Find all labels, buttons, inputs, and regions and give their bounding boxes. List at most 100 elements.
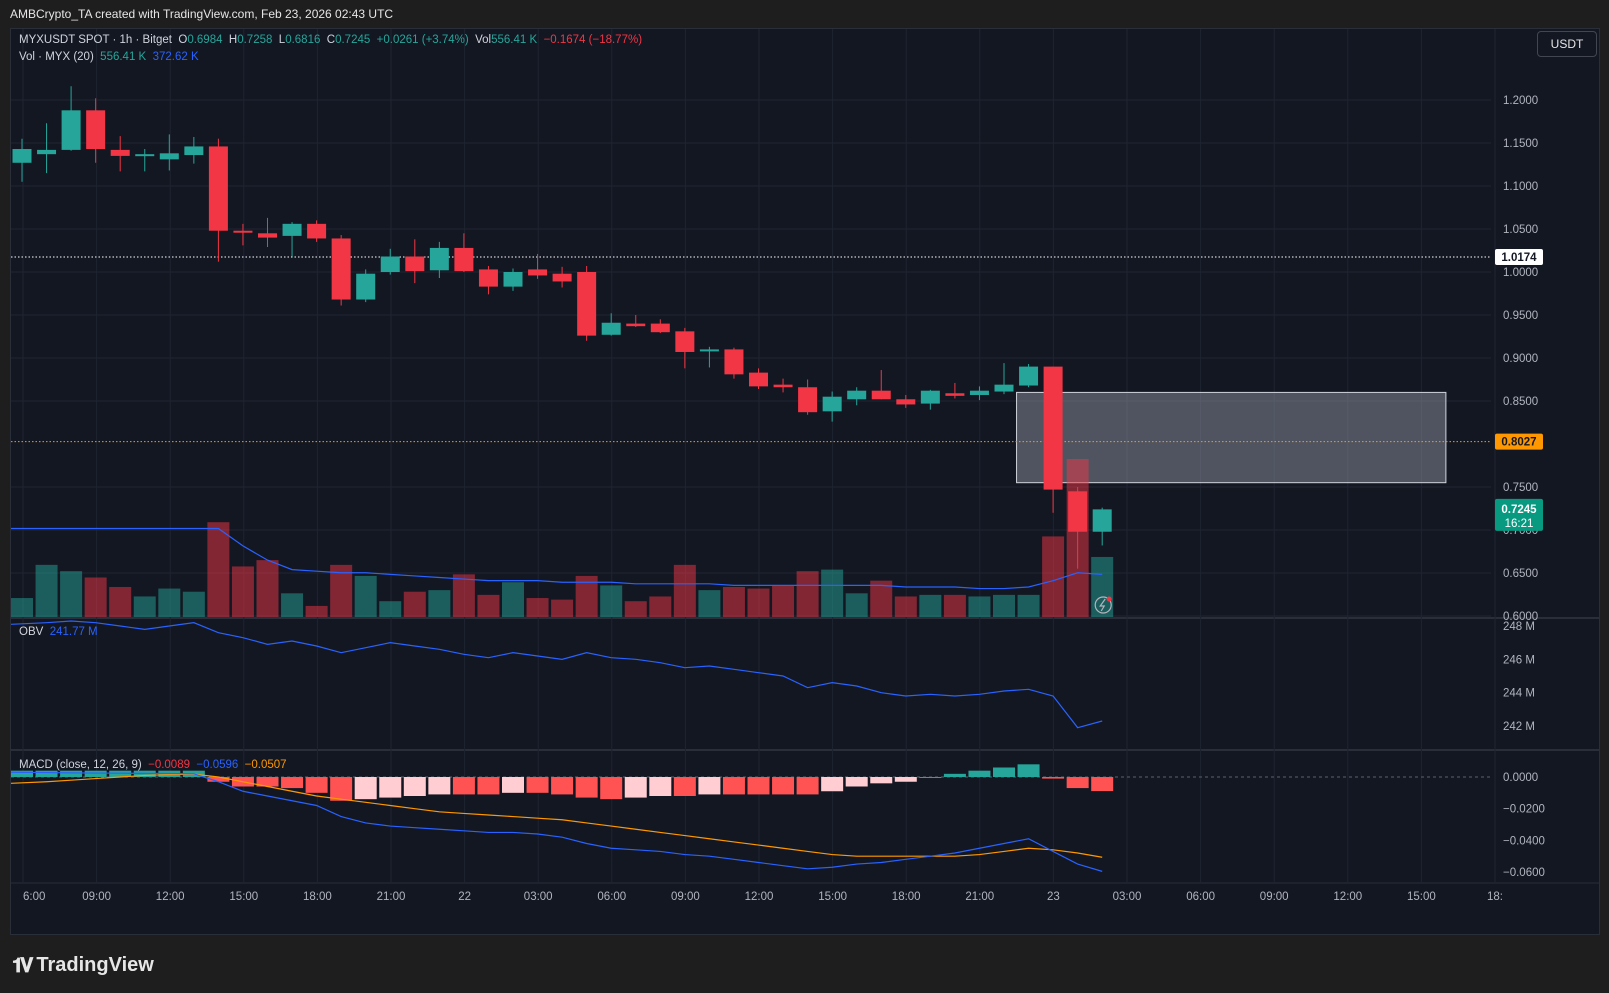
volume-bar	[943, 594, 966, 617]
candle-body	[626, 323, 646, 327]
trading-chart[interactable]: 1.2000 1.1500 1.1000 1.0500 1.0000 0.9500 0.90…	[11, 29, 1599, 934]
price-tag-level-white: 1.0174	[1501, 252, 1537, 264]
volume-ma-line	[11, 527, 1103, 590]
price-axis-label: 1.1500	[1503, 138, 1538, 150]
legend-close: 0.7245	[335, 34, 371, 46]
volume-bar	[722, 586, 745, 617]
currency-button[interactable]: USDT	[1537, 31, 1597, 57]
volume-bar	[452, 574, 475, 617]
volume-bar	[403, 591, 426, 617]
volume-bar	[747, 588, 770, 617]
main-legend: MYXUSDT SPOT · 1h · Bitget O0.6984 H 0.72…	[19, 34, 642, 46]
candle-body	[405, 256, 425, 272]
time-axis-label: 03:00	[1113, 891, 1142, 903]
volume-indicator-name[interactable]: Vol · MYX (20)	[19, 51, 94, 63]
candle-body	[528, 269, 548, 276]
legend-low: 0.6816	[285, 34, 321, 46]
macd-hist-bar	[84, 770, 107, 777]
volume-bar	[305, 605, 328, 617]
candle-body	[773, 384, 793, 388]
time-axis-label: 12:00	[745, 891, 774, 903]
chart-credit: AMBCrypto_TA created with TradingView.co…	[10, 7, 394, 21]
candle-body	[675, 331, 695, 352]
volume-bar	[1042, 536, 1065, 617]
time-axis-label: 03:00	[524, 891, 553, 903]
price-axis-label: 1.0500	[1503, 224, 1538, 236]
legend-o-label: O	[178, 34, 188, 46]
macd-hist-bar	[354, 777, 377, 800]
macd-hist-bar	[452, 777, 475, 795]
obv-axis-label: 248 M	[1503, 621, 1535, 633]
volume-bar	[158, 588, 181, 617]
price-axis-label: 0.6500	[1503, 568, 1538, 580]
candle-body	[208, 146, 228, 231]
volume-bar	[993, 594, 1015, 617]
price-tag-level-orange: 0.8027	[1501, 437, 1536, 449]
candle-body	[552, 273, 572, 282]
obv-value: 241.77 M	[49, 626, 98, 638]
macd-hist-bar	[722, 777, 745, 795]
time-axis-label: 09:00	[1260, 891, 1289, 903]
legend-h-label: H	[228, 34, 238, 46]
macd-hist-bar	[551, 777, 574, 795]
volume-bar	[11, 598, 33, 617]
macd-hist-bar	[281, 777, 304, 789]
tradingview-logo[interactable]: 𝟏𝐕 TradingView	[12, 953, 154, 977]
last-price-tag: 0.7245	[1501, 504, 1537, 516]
obv-name[interactable]: OBV	[19, 626, 44, 638]
macd-hist-bar	[870, 777, 893, 784]
price-axis-label: 0.7500	[1503, 482, 1538, 494]
macd-hist-bar	[1066, 777, 1089, 789]
price-axis-label: 1.1000	[1503, 181, 1538, 193]
macd-hist-bar	[35, 770, 58, 777]
volume-bar	[109, 586, 132, 617]
volume-bar	[502, 582, 524, 617]
candle-body	[822, 396, 842, 412]
volume-bar	[1091, 556, 1114, 617]
volume-bar	[133, 596, 156, 617]
candle-body	[61, 110, 81, 150]
chart-container[interactable]: 1.2000 1.1500 1.1000 1.0500 1.0000 0.9500 0.90…	[10, 28, 1600, 935]
legend-symbol[interactable]: MYXUSDT SPOT · 1h · Bitget	[19, 34, 172, 46]
candle-body	[282, 223, 302, 236]
macd-hist-bar	[649, 777, 672, 796]
macd-hist-bar	[698, 777, 721, 795]
volume-ma-value: 372.62 K	[152, 51, 199, 63]
volume-bar	[575, 575, 598, 617]
candle-body	[110, 149, 130, 156]
price-tag-level-orange-bg	[1495, 433, 1543, 450]
macd-hist-bar	[772, 777, 795, 795]
candle-body	[478, 269, 498, 287]
price-axis-label: 1.0000	[1503, 267, 1538, 279]
macd-hist-bar	[256, 777, 279, 787]
legend-vol: 556.41 K	[491, 34, 538, 46]
tradingview-logo-icon: 𝟏𝐕	[12, 953, 33, 977]
time-axis-label: 06:00	[1186, 891, 1215, 903]
candle-body	[159, 153, 179, 160]
macd-hist-bar	[207, 777, 230, 782]
macd-hist-bar	[526, 777, 549, 793]
volume-value: 556.41 K	[100, 51, 147, 63]
price-tag-level-white-bg	[1495, 249, 1543, 266]
tradingview-wordmark: TradingView	[36, 953, 154, 976]
volume-bar	[207, 522, 230, 617]
volume-bar	[796, 571, 819, 617]
last-price-tag-bg	[1495, 498, 1543, 531]
time-axis-label: 09:00	[671, 891, 700, 903]
price-axis-label: 0.9000	[1503, 353, 1538, 365]
candle-body	[920, 390, 940, 404]
legend-open: 0.6984	[187, 34, 223, 46]
macd-name[interactable]: MACD (close, 12, 26, 9)	[19, 759, 142, 771]
macd-hist-bar	[575, 777, 598, 798]
volume-bar	[84, 577, 107, 617]
volume-bar	[281, 593, 304, 617]
candle-body	[749, 372, 768, 387]
macd-line	[11, 771, 1103, 872]
macd-hist-bar	[1042, 777, 1065, 779]
macd-signal-line	[11, 773, 1103, 858]
volume-bar	[821, 569, 844, 617]
volume-bar	[968, 596, 991, 617]
macd-hist-bar	[11, 770, 33, 777]
macd-line-value: −0.0596	[196, 759, 239, 771]
candle-body	[1068, 491, 1088, 532]
